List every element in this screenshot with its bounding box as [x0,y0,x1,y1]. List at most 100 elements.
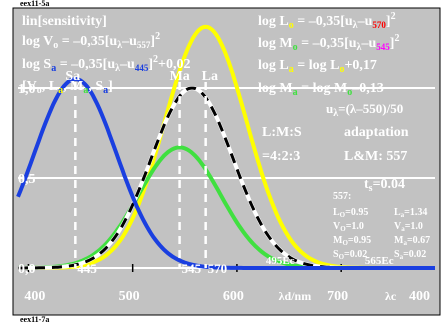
legend-left-2-part-7: 2 [153,54,158,65]
legend-right-1-part-6: ] [390,36,395,51]
legend-left-3-part-5: a [83,85,88,96]
lms-value: =4:2:3 [262,149,300,164]
ts-sub: s [369,183,373,194]
legend-left-2-part-0: log S [22,57,51,72]
legend-right-2-part-2: = log L [294,58,340,73]
legend-right-0-part-3: λ [353,20,358,31]
legend-right-0-part-0: log L [258,14,289,29]
table-left-sym-3: S [333,249,339,260]
legend-right-0-part-6: ] [386,14,391,29]
bottom-label-545: 545 [182,261,202,276]
legend-right-0-part-5: 570 [372,20,386,30]
legend-right-3-part-2: = log M [298,81,348,96]
legend-right-1-part-3: λ [357,42,362,53]
table-left-val-2: =0.95 [348,235,371,246]
table-left-sub-3: O [339,253,345,261]
legend-right-4-part-2: =(λ–550)/50 [338,101,403,116]
table-left-2: MO=0.95 [333,235,371,247]
legend-left-2-part-4: –u [119,57,135,72]
legend-right-0-part-2: = –0,35[u [294,14,353,29]
legend-left-2-part-1: a [51,63,56,74]
legend-right-0-part-7: 2 [391,11,396,22]
legend-left-0: lin[sensitivity] [22,14,107,29]
adaptation-title: adaptation [344,125,409,140]
table-right-sym-0: L [394,207,401,218]
info-panel: L:M:S adaptation =4:2:3 L&M: 557 ts=0.04 557:… [262,125,430,261]
table-right-1: Va=1.0 [394,221,423,233]
table-right-val-2: =0.67 [407,235,430,246]
legend-right-1-part-1: o [293,42,298,53]
legend-right-1-part-0: log M [258,36,293,51]
ts-main: t [364,177,369,192]
lm-value: L&M: 557 [344,149,407,164]
table-left-sub-0: O [340,211,346,219]
peak-label-La: La [202,69,218,84]
series-curve-Vo-black [18,86,435,270]
y-tick-label-1: 0,5 [18,172,36,187]
top-label: eex11-5a [20,0,49,8]
legend-left-0-part-0: lin[sensitivity] [22,14,107,29]
legend-left-3: [Vo, La, Ma, Sa] [22,79,113,96]
legend-left-1-part-7: 2 [155,31,160,42]
bottom-label: eex11-7a [20,315,49,322]
legend-left-2-part-8: +0,02 [158,57,190,72]
legend-left-1-part-1: o [53,40,58,51]
table-right-sym-3: S [394,249,400,260]
legend-right-3-part-4: –0,13 [351,81,384,96]
x-extra-tick-lambda-c: λc [385,289,397,303]
table-right-val-3: =0.02 [403,249,426,260]
legend-right-0: log Lo = –0,35[uλ–u570]2 [258,11,396,31]
legend-right-3-part-3: o [347,87,352,98]
legend-right-2-part-1: a [289,64,294,75]
legend-right-4-part-0: u [326,101,333,116]
legend-left-1-part-4: –u [121,34,137,49]
legend-left-3-part-7: a [103,85,108,96]
bottom-label-565Ec: 565Ec [365,255,394,267]
table-right-3: Sa=0.02 [394,249,426,261]
table-left-sym-0: L [333,207,340,218]
legend-right-3: log Ma = log Mo–0,13 [258,81,384,98]
legend-left-1-part-0: log V [22,34,53,49]
x-axis-label: λd/nm [279,289,312,303]
legend-right-1-part-4: –u [360,36,376,51]
table-right-val-1: =1.0 [405,221,423,232]
y-tick-label-2: 1,0 [18,82,36,97]
lms-title: L:M:S [262,125,302,140]
legend-left-2-part-5: 445 [135,63,149,73]
x-extra-tick-400: 400 [409,289,430,304]
x-tick-label-600: 600 [223,289,244,304]
legend-left-3-part-2: , L [42,79,58,94]
legend-left-2-part-3: λ [115,63,120,74]
ts-value: ts=0.04 [364,177,405,194]
peak-label-Ma: Ma [170,69,190,84]
y-tick-label-0: 0,0 [18,262,36,277]
legend-left-2-part-2: = –0,35[u [56,57,115,72]
legend-left-3-part-4: , M [63,79,83,94]
table-right-sym-2: M [394,235,404,246]
legend-right-4-part-1: λ [333,108,338,119]
legend-right-2-part-3: o [339,64,344,75]
legend-right-1-part-7: 2 [394,33,399,44]
legend-right-1-part-2: = –0,35[u [298,36,357,51]
bottom-label-495Ec: 495Ec [266,255,295,267]
x-tick-label-500: 500 [119,289,140,304]
table-right-sym-1: V [394,221,402,232]
legend-left-3-part-3: a [58,85,63,96]
table-right-sub-3: a [400,253,404,261]
peak-label-Sa: Sa [65,69,80,84]
table-right-0: La=1.34 [394,207,427,219]
bottom-label-445: 445 [77,261,97,276]
table-left-3: SO=0.02 [333,249,367,261]
legend-left-3-part-0: [V [22,79,37,94]
x-tick-label-400: 400 [24,289,45,304]
legend-left-1-part-2: = –0,35[u [58,34,117,49]
legend-right-2-part-4: +0,17 [344,58,376,73]
legend-left-1-part-3: λ [117,40,122,51]
table-title: 557: [333,191,351,202]
legend-left-1-part-6: ] [150,34,155,49]
legend-left-3-part-6: , S [88,79,103,94]
legend-right-2-part-0: log L [258,58,289,73]
legend-right-4: uλ=(λ–550)/50 [326,101,403,119]
legend-right-2: log La = log Lo+0,17 [258,58,377,75]
